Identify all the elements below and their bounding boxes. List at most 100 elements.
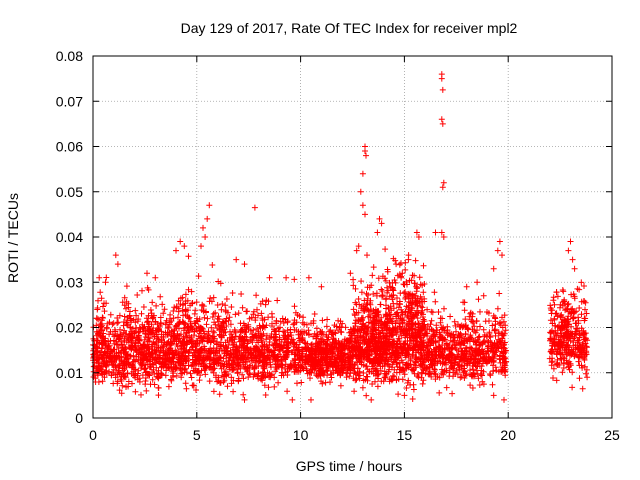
data-point (116, 361, 123, 368)
data-point (185, 362, 192, 369)
data-point (116, 387, 123, 394)
data-point (560, 288, 567, 295)
data-point-outlier (463, 283, 470, 290)
data-point (259, 325, 266, 332)
data-point (128, 338, 135, 345)
data-point (185, 323, 192, 330)
data-point (119, 382, 126, 389)
data-point (578, 311, 585, 318)
data-point (271, 328, 278, 335)
data-point-outlier (439, 86, 446, 93)
data-point (139, 287, 145, 294)
data-point (179, 307, 186, 314)
data-point (143, 315, 150, 322)
data-point (113, 355, 120, 362)
data-point (576, 305, 583, 311)
data-point (215, 378, 222, 384)
data-point (121, 294, 128, 301)
data-point (123, 298, 130, 305)
data-point (121, 346, 128, 353)
data-point (373, 290, 380, 297)
data-point-outlier (241, 261, 248, 268)
data-point (115, 319, 122, 326)
data-point (133, 312, 140, 319)
data-point (212, 374, 219, 381)
data-point (265, 384, 272, 391)
data-point (581, 283, 587, 289)
data-point (170, 338, 177, 345)
data-point (474, 327, 480, 334)
data-point (212, 352, 219, 359)
data-point (169, 374, 176, 380)
x-tick-label: 10 (293, 427, 309, 443)
data-point (185, 253, 192, 260)
data-point (97, 289, 104, 296)
data-point (159, 363, 165, 370)
data-point (208, 298, 215, 305)
data-point (164, 331, 171, 338)
data-point (95, 328, 102, 335)
data-point-outlier (359, 202, 366, 209)
data-point (180, 335, 187, 341)
data-point (197, 324, 203, 331)
data-point (205, 354, 212, 360)
data-point (98, 295, 105, 302)
data-point-outlier (567, 238, 574, 245)
data-point (274, 297, 281, 304)
data-point (99, 378, 106, 385)
data-point (106, 350, 113, 357)
data-point (307, 375, 313, 382)
data-point (494, 305, 501, 312)
data-point (173, 336, 180, 343)
data-point-outlier (374, 229, 381, 236)
data-point (153, 331, 160, 338)
data-point-outlier (289, 396, 296, 403)
data-point (157, 349, 164, 356)
data-point (279, 362, 286, 369)
data-point (158, 371, 165, 378)
data-point (323, 323, 330, 330)
data-point (119, 333, 126, 340)
data-point (224, 383, 231, 390)
data-point (553, 289, 560, 296)
data-point (187, 370, 194, 377)
data-point (162, 321, 169, 328)
data-point (263, 336, 270, 343)
data-point (182, 365, 189, 372)
data-point (125, 378, 132, 385)
data-point (165, 346, 172, 353)
data-point (95, 297, 101, 304)
data-point (95, 366, 102, 373)
data-point (496, 290, 503, 297)
data-point (350, 276, 357, 283)
data-point (412, 257, 419, 264)
data-point (102, 369, 109, 376)
data-point (219, 372, 226, 379)
data-point (131, 366, 138, 373)
data-point-outlier (490, 392, 497, 399)
data-point (142, 362, 149, 368)
data-point (103, 343, 110, 349)
data-point (203, 321, 210, 328)
data-point (220, 363, 227, 370)
data-point (163, 355, 170, 362)
data-point (480, 292, 487, 299)
data-point (165, 364, 172, 371)
data-point (198, 327, 205, 334)
data-point (160, 310, 167, 317)
data-point (173, 372, 180, 379)
data-point (223, 323, 230, 329)
data-point (157, 293, 164, 300)
data-point (124, 317, 131, 324)
data-point (124, 370, 131, 377)
data-point-outlier (241, 396, 248, 403)
data-point-outlier (318, 283, 325, 290)
data-point (151, 356, 158, 363)
data-point (113, 341, 120, 348)
data-point (432, 298, 439, 305)
data-point (125, 333, 132, 340)
data-point (107, 337, 114, 344)
data-point (139, 360, 146, 367)
data-point (116, 364, 123, 371)
